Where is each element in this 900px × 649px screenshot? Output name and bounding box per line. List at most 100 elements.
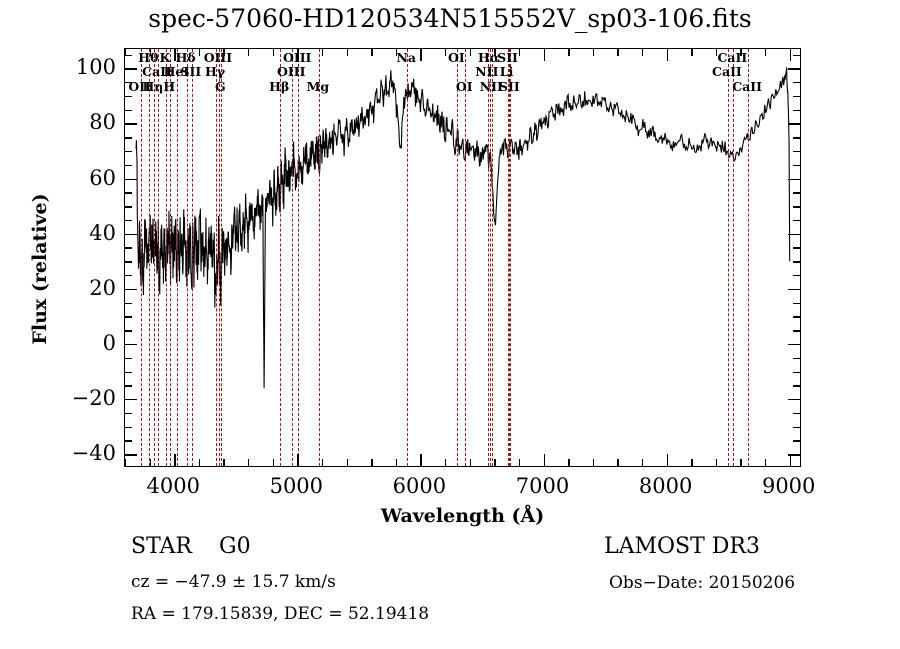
axis-tick <box>125 412 132 415</box>
axis-tick <box>321 459 324 466</box>
y-tick-label: −40 <box>71 441 116 466</box>
line-marker-k <box>165 49 167 466</box>
line-label-sii: SII <box>497 50 518 65</box>
axis-tick <box>765 459 767 466</box>
axis-tick <box>198 49 201 56</box>
axis-tick <box>793 330 800 332</box>
axis-tick <box>788 343 800 346</box>
axis-tick <box>592 49 595 56</box>
axis-tick <box>125 82 132 84</box>
axis-tick <box>346 49 348 56</box>
line-label-h: Hδ <box>175 50 196 65</box>
y-tick-label: 20 <box>89 275 116 300</box>
axis-tick <box>125 247 132 249</box>
object-type-label: STAR <box>131 534 192 559</box>
axis-tick <box>445 49 447 56</box>
line-marker-h <box>153 49 155 466</box>
axis-tick <box>125 343 137 346</box>
axis-tick <box>445 459 447 466</box>
axis-tick <box>543 454 545 466</box>
line-marker-h <box>489 49 491 466</box>
axis-tick <box>793 109 800 112</box>
axis-tick <box>518 459 521 466</box>
line-marker-mg <box>318 49 320 466</box>
axis-tick <box>223 459 225 466</box>
axis-tick <box>740 49 742 56</box>
y-tick-label: 60 <box>89 165 116 190</box>
axis-tick <box>198 459 201 466</box>
axis-tick <box>125 459 127 466</box>
axis-tick <box>125 454 137 456</box>
axis-tick <box>788 123 800 125</box>
axis-tick <box>793 206 800 208</box>
x-tick-label: 9000 <box>761 474 816 498</box>
axis-tick <box>469 49 472 56</box>
line-label-h: Hα <box>477 50 500 65</box>
axis-tick <box>174 49 176 61</box>
axis-tick <box>125 54 132 56</box>
axis-tick <box>666 454 668 466</box>
axis-tick <box>691 49 693 56</box>
axis-tick <box>715 459 718 466</box>
line-marker-hei <box>177 49 179 466</box>
line-marker-sii <box>510 49 512 466</box>
x-tick-label: 4000 <box>146 474 200 498</box>
axis-tick <box>793 316 800 318</box>
axis-tick <box>793 371 800 373</box>
line-label-h: Hη <box>142 79 164 94</box>
obs-date-label: Obs−Date: 20150206 <box>609 573 796 593</box>
axis-tick <box>149 49 151 56</box>
axis-tick <box>321 49 324 56</box>
axis-tick <box>297 454 299 466</box>
line-label-caii: CaII <box>142 64 172 79</box>
axis-tick <box>793 426 800 429</box>
plot-clip <box>125 49 800 466</box>
axis-tick <box>788 233 800 236</box>
axis-tick <box>793 95 800 98</box>
line-label-k: K <box>159 50 171 65</box>
axis-tick <box>592 459 595 466</box>
line-marker-nii <box>492 49 494 466</box>
axis-tick <box>125 275 132 277</box>
axis-tick <box>793 137 800 139</box>
axis-tick <box>789 454 792 466</box>
plot-area <box>124 48 801 467</box>
line-label-caii: CaII <box>712 64 742 79</box>
line-label-caii: CaII <box>717 50 748 65</box>
line-marker-h <box>216 49 218 466</box>
survey-label: LAMOST DR3 <box>604 534 760 559</box>
y-tick-label: 80 <box>89 110 116 135</box>
y-tick-label: 100 <box>75 55 116 80</box>
axis-tick <box>715 49 718 56</box>
axis-tick <box>793 302 800 304</box>
axis-tick <box>793 440 800 442</box>
x-tick-label: 8000 <box>638 474 693 498</box>
line-label-oii: OII <box>128 79 151 94</box>
x-tick-label: 7000 <box>515 474 570 498</box>
line-marker-h <box>280 49 282 466</box>
axis-tick <box>125 219 132 222</box>
y-tick-label: 0 <box>102 330 116 355</box>
line-marker-nii <box>487 49 489 466</box>
axis-tick <box>793 357 800 360</box>
axis-tick <box>793 150 800 153</box>
axis-tick <box>793 261 800 263</box>
axis-tick <box>420 454 422 466</box>
axis-tick <box>793 54 800 56</box>
y-axis-title: Flux (relative) <box>29 193 51 345</box>
axis-tick <box>793 247 800 249</box>
axis-tick <box>174 454 176 466</box>
axis-tick <box>789 49 792 61</box>
line-marker-oi <box>465 49 467 466</box>
y-tick-label: −20 <box>71 386 116 411</box>
line-label-na: Na <box>396 50 416 65</box>
line-label-sii: SII <box>499 79 520 94</box>
line-label-oiii: OIII <box>282 50 312 65</box>
axis-tick <box>494 459 496 466</box>
axis-tick <box>125 95 132 98</box>
line-label-nii: NII <box>479 79 503 94</box>
axis-tick <box>469 459 472 466</box>
line-marker-g <box>221 49 223 466</box>
axis-tick <box>568 49 570 56</box>
axis-tick <box>125 192 132 194</box>
